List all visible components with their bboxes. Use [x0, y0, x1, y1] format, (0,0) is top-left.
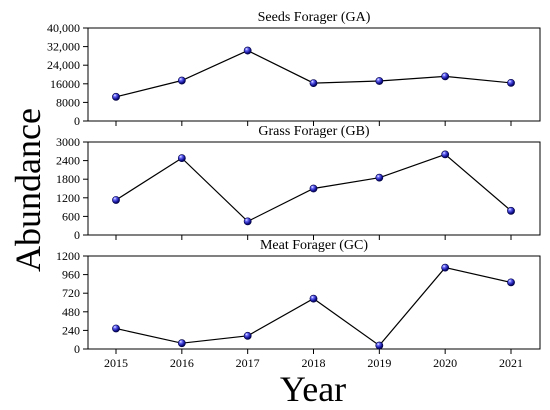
data-point — [507, 206, 515, 215]
data-point — [243, 46, 252, 55]
x-tick-label: 2015 — [104, 356, 128, 370]
x-axis-label: Year — [280, 369, 346, 409]
y-tick-label: 1200 — [56, 191, 80, 205]
y-tick-label: 2400 — [56, 154, 80, 168]
data-point — [243, 217, 252, 226]
data-point — [309, 79, 318, 88]
y-tick-label: 1200 — [56, 249, 80, 263]
y-tick-label: 0 — [74, 228, 80, 242]
data-point — [507, 278, 515, 287]
y-tick-label: 40,000 — [47, 21, 80, 35]
data-point — [112, 92, 120, 101]
y-tick-label: 960 — [62, 268, 80, 282]
data-point — [112, 324, 120, 333]
y-tick-label: 0 — [74, 342, 80, 356]
x-tick-label: 2017 — [236, 356, 260, 370]
data-point — [375, 173, 384, 182]
x-tick-label: 2016 — [170, 356, 194, 370]
panel-1: Seeds Forager (GA) 0 8000 16000 24,000 32,000… — [47, 10, 541, 128]
data-point — [309, 294, 318, 303]
y-tick-label: 480 — [62, 305, 80, 319]
data-point — [177, 154, 186, 163]
y-tick-label: 3000 — [56, 135, 80, 149]
x-tick-label: 2020 — [433, 356, 457, 370]
data-point — [441, 150, 450, 159]
y-axis-label: Abundance — [8, 108, 48, 272]
y-tick-label: 600 — [62, 209, 80, 223]
series-line — [115, 49, 512, 98]
panel-2: Grass Forager (GB) 0 600 1200 1800 2400 3000 — [56, 124, 541, 242]
x-tick-label: 2019 — [367, 356, 391, 370]
x-tick-label: 2021 — [499, 356, 523, 370]
data-point — [112, 196, 120, 204]
panel-title: Seeds Forager (GA) — [258, 10, 371, 25]
x-tick-label: 2018 — [302, 356, 326, 370]
y-tick-label: 32,000 — [47, 40, 80, 54]
panel-3: Meat Forager (GC) 0 240 480 720 960 1200 2015 20… — [56, 238, 541, 370]
panel-title: Meat Forager (GC) — [260, 238, 368, 253]
series-line — [115, 266, 512, 347]
y-tick-label: 720 — [62, 286, 80, 300]
data-point — [375, 341, 384, 350]
y-tick-label: 240 — [62, 323, 80, 337]
data-point — [441, 72, 450, 81]
data-point — [309, 184, 318, 193]
chart-panels: Seeds Forager (GA) 0 8000 16000 24,000 32,000… — [47, 10, 541, 370]
y-tick-label: 0 — [74, 114, 80, 128]
data-point — [375, 77, 384, 85]
y-tick-label: 24,000 — [47, 58, 80, 72]
data-point — [177, 76, 186, 85]
data-point — [243, 331, 252, 340]
plot-frame — [87, 255, 541, 350]
data-point — [441, 263, 450, 272]
plot-frame — [87, 27, 541, 122]
panel-title: Grass Forager (GB) — [258, 124, 370, 139]
data-point — [177, 339, 186, 348]
y-tick-label: 8000 — [56, 95, 80, 109]
data-point — [507, 78, 515, 87]
y-tick-label: 1800 — [56, 172, 80, 186]
y-tick-label: 16000 — [50, 77, 80, 91]
